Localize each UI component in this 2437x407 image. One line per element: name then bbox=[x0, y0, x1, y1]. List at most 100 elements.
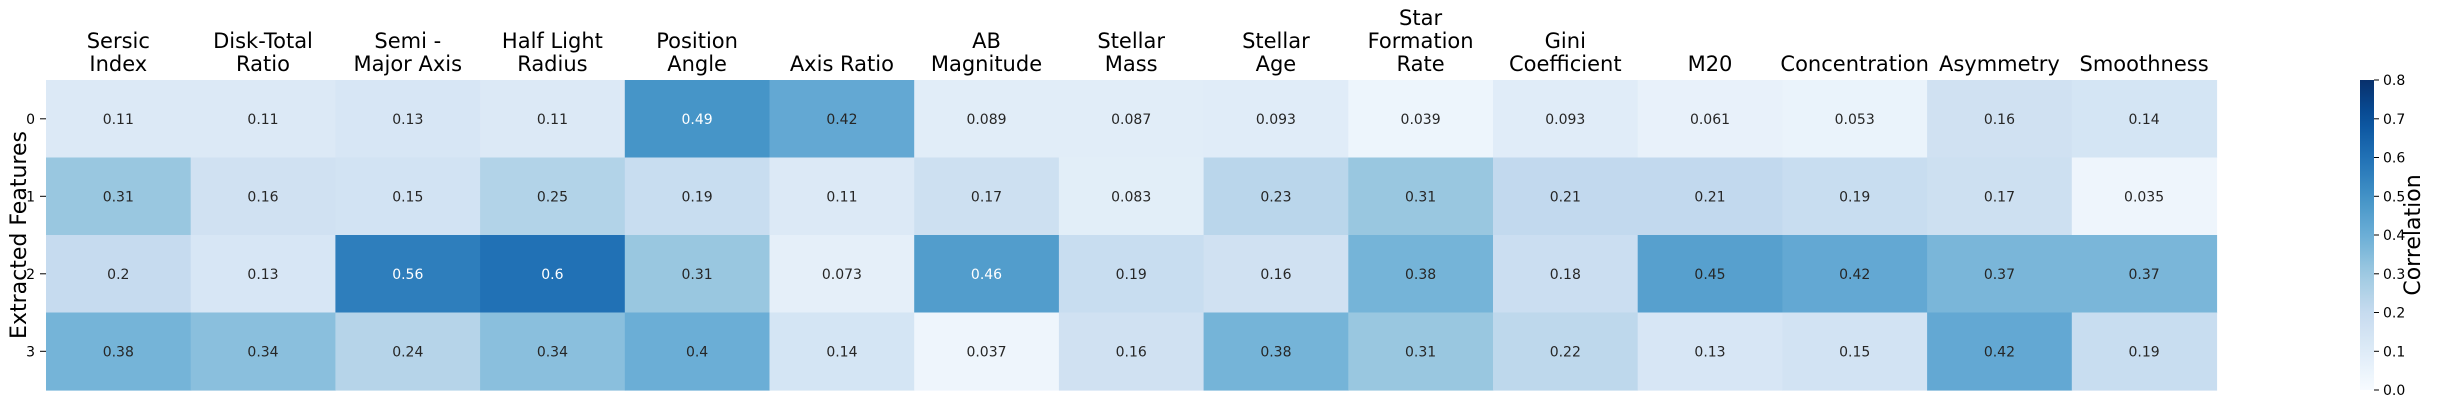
cell-value-label: 0.45 bbox=[1694, 267, 1725, 283]
column-label: Asymmetry bbox=[1939, 52, 2060, 76]
heatmap-cell bbox=[190, 235, 336, 314]
cell-value-label: 0.11 bbox=[826, 189, 857, 205]
cell-value-label: 0.16 bbox=[247, 189, 278, 205]
heatmap-cell bbox=[480, 235, 626, 314]
row-label: 2 bbox=[26, 267, 35, 283]
heatmap-cell bbox=[769, 80, 915, 159]
cell-value-label: 0.11 bbox=[247, 112, 278, 128]
colorbar-label: Correlation bbox=[2401, 174, 2426, 295]
cell-value-label: 0.31 bbox=[1405, 344, 1436, 360]
heatmap-cell bbox=[46, 235, 192, 314]
colorbar-tick-label: 0.1 bbox=[2383, 344, 2405, 360]
heatmap-cell bbox=[46, 157, 192, 236]
cell-value-label: 0.31 bbox=[103, 189, 134, 205]
heatmap-cell bbox=[769, 235, 915, 314]
heatmap-cell bbox=[1637, 312, 1783, 391]
cell-value-label: 0.21 bbox=[1694, 189, 1725, 205]
column-label: Half Light Radius bbox=[502, 29, 603, 76]
heatmap-cell bbox=[769, 157, 915, 236]
heatmap-cell bbox=[1927, 80, 2073, 159]
heatmap-cell bbox=[1348, 312, 1494, 391]
cell-value-label: 0.061 bbox=[1690, 112, 1730, 128]
cell-value-label: 0.42 bbox=[826, 112, 857, 128]
cell-value-label: 0.2 bbox=[107, 267, 129, 283]
heatmap-cell bbox=[914, 157, 1060, 236]
cell-value-label: 0.23 bbox=[1260, 189, 1291, 205]
cell-value-label: 0.34 bbox=[247, 344, 278, 360]
heatmap-cell bbox=[1203, 80, 1349, 159]
heatmap-cell bbox=[2071, 80, 2218, 159]
colorbar-tick-label: 0.6 bbox=[2383, 151, 2405, 167]
cell-value-label: 0.34 bbox=[537, 344, 568, 360]
heatmap-cell bbox=[914, 80, 1060, 159]
cell-value-label: 0.14 bbox=[2129, 112, 2160, 128]
cell-value-label: 0.17 bbox=[1984, 189, 2015, 205]
heatmap-cell bbox=[1927, 235, 2073, 314]
heatmap-cell bbox=[769, 312, 915, 391]
column-label: Sersic Index bbox=[87, 29, 150, 76]
cell-value-label: 0.089 bbox=[966, 112, 1006, 128]
colorbar-tick-label: 0.2 bbox=[2383, 306, 2405, 322]
column-label: AB Magnitude bbox=[931, 29, 1042, 76]
cell-value-label: 0.15 bbox=[392, 189, 423, 205]
cell-value-label: 0.38 bbox=[1260, 344, 1291, 360]
cell-value-label: 0.19 bbox=[2129, 344, 2160, 360]
cell-value-label: 0.38 bbox=[1405, 267, 1436, 283]
cell-value-label: 0.37 bbox=[2129, 267, 2160, 283]
cell-value-label: 0.19 bbox=[1839, 189, 1870, 205]
heatmap-cell bbox=[1782, 235, 1928, 314]
colorbar-tick-label: 0.7 bbox=[2383, 112, 2405, 128]
heatmap-cell bbox=[1493, 312, 1639, 391]
heatmap-cell bbox=[1493, 157, 1639, 236]
colorbar-tick-label: 0.5 bbox=[2383, 189, 2405, 205]
colorbar: 0.0 0.1 0.2 0.3 0.4 0.5 0.6 0.7 0.8 bbox=[2360, 73, 2405, 399]
heatmap-cell bbox=[190, 80, 336, 159]
column-label: Semi -Major Axis bbox=[354, 29, 463, 76]
cell-value-label: 0.38 bbox=[103, 344, 134, 360]
row-label: 0 bbox=[26, 112, 35, 128]
cell-value-label: 0.087 bbox=[1111, 112, 1151, 128]
cell-value-label: 0.16 bbox=[1116, 344, 1147, 360]
cell-value-label: 0.6 bbox=[541, 267, 563, 283]
heatmap-cell bbox=[624, 80, 771, 159]
column-label: Concentration bbox=[1780, 52, 1929, 76]
heatmap-cell bbox=[1927, 157, 2073, 236]
heatmap-cell bbox=[914, 235, 1060, 314]
cell-value-label: 0.21 bbox=[1550, 189, 1581, 205]
column-label: Axis Ratio bbox=[790, 52, 894, 76]
heatmap-cell bbox=[2071, 157, 2218, 236]
heatmap-cell bbox=[1203, 235, 1349, 314]
cell-value-label: 0.4 bbox=[686, 344, 708, 360]
heatmap-cell bbox=[1348, 235, 1494, 314]
cell-value-label: 0.037 bbox=[966, 344, 1006, 360]
heatmap-cell bbox=[2071, 312, 2218, 391]
cell-value-label: 0.13 bbox=[247, 267, 278, 283]
cell-value-label: 0.093 bbox=[1545, 112, 1585, 128]
heatmap-cell bbox=[624, 157, 771, 236]
heatmap-cell bbox=[1637, 80, 1783, 159]
heatmap-cell bbox=[46, 312, 192, 391]
cell-value-label: 0.16 bbox=[1984, 112, 2015, 128]
colorbar-gradient bbox=[2360, 80, 2374, 390]
heatmap-cell bbox=[2071, 235, 2218, 314]
cell-value-label: 0.46 bbox=[971, 267, 1002, 283]
heatmap-cell bbox=[1058, 80, 1205, 159]
cell-value-label: 0.17 bbox=[971, 189, 1002, 205]
heatmap-cell bbox=[1203, 312, 1349, 391]
column-labels: Sersic Index Disk-Total Ratio Semi -Major Ax… bbox=[87, 6, 2209, 76]
heatmap-cell bbox=[1782, 80, 1928, 159]
cell-value-label: 0.14 bbox=[826, 344, 857, 360]
heatmap-cell bbox=[1782, 157, 1928, 236]
cell-value-label: 0.083 bbox=[1111, 189, 1151, 205]
cell-value-label: 0.035 bbox=[2124, 189, 2164, 205]
heatmap-cell bbox=[1493, 80, 1639, 159]
heatmap-cell bbox=[1782, 312, 1928, 391]
heatmap-cells: 0.11 0.11 0.13 0.11 0.49 0.42 0.089 0.087 0.093 0… bbox=[46, 80, 2218, 391]
column-label: Position Angle bbox=[656, 29, 738, 76]
heatmap-cell bbox=[335, 157, 481, 236]
row-label: 3 bbox=[26, 344, 35, 360]
row-label: 1 bbox=[26, 189, 35, 205]
column-label: Stellar Age bbox=[1242, 29, 1310, 76]
heatmap-cell bbox=[1348, 157, 1494, 236]
cell-value-label: 0.19 bbox=[1116, 267, 1147, 283]
